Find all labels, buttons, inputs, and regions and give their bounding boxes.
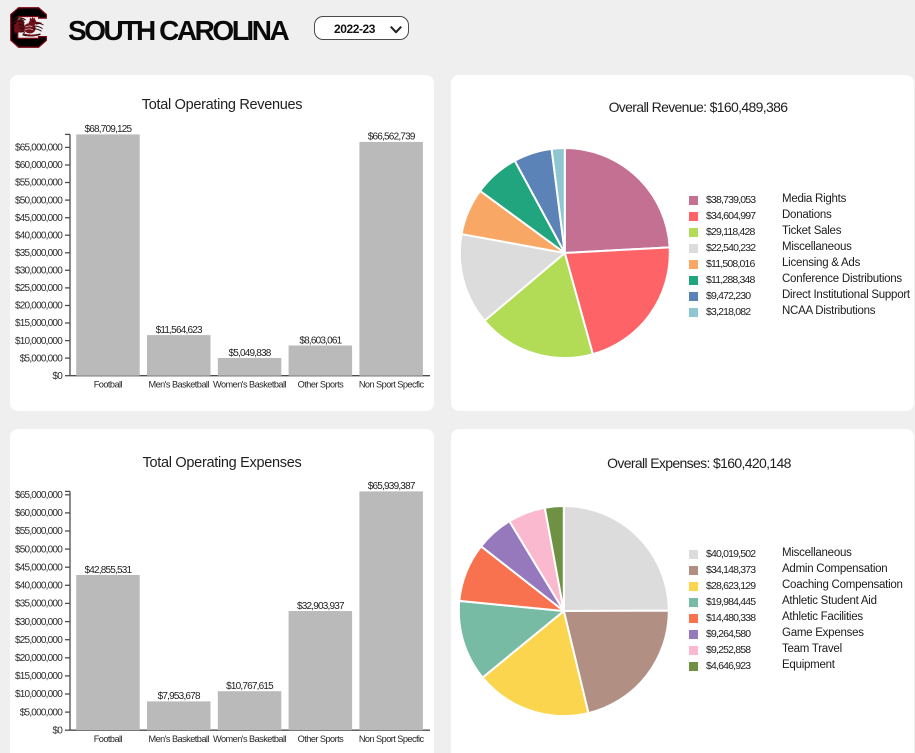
svg-text:$15,000,000: $15,000,000 xyxy=(15,671,63,682)
svg-text:$11,564,623: $11,564,623 xyxy=(156,325,203,336)
svg-text:$15,000,000: $15,000,000 xyxy=(15,318,63,329)
svg-text:$42,855,531: $42,855,531 xyxy=(84,565,132,576)
svg-text:$66,562,739: $66,562,739 xyxy=(368,132,416,143)
svg-text:$0: $0 xyxy=(52,371,63,382)
svg-text:Women's Basketball: Women's Basketball xyxy=(213,380,286,390)
svg-text:$20,000,000: $20,000,000 xyxy=(15,301,63,312)
svg-text:$25,000,000: $25,000,000 xyxy=(15,283,63,294)
svg-text:$50,000,000: $50,000,000 xyxy=(15,195,63,206)
svg-text:$30,000,000: $30,000,000 xyxy=(15,266,63,277)
svg-text:$65,939,387: $65,939,387 xyxy=(368,481,416,492)
svg-text:$60,000,000: $60,000,000 xyxy=(15,508,63,519)
svg-text:Other Sports: Other Sports xyxy=(298,380,344,390)
svg-text:Non Sport Specfic: Non Sport Specfic xyxy=(359,734,425,744)
svg-text:$40,000,000: $40,000,000 xyxy=(15,581,63,592)
svg-text:$35,000,000: $35,000,000 xyxy=(15,599,63,610)
svg-text:$8,603,061: $8,603,061 xyxy=(299,335,342,346)
svg-text:$60,000,000: $60,000,000 xyxy=(15,160,63,171)
svg-text:Men's Basketball: Men's Basketball xyxy=(149,734,210,744)
svg-text:Men's Basketball: Men's Basketball xyxy=(149,380,210,390)
svg-text:$0: $0 xyxy=(52,725,63,736)
svg-text:$55,000,000: $55,000,000 xyxy=(15,526,63,537)
svg-text:$10,000,000: $10,000,000 xyxy=(15,689,63,700)
svg-text:$25,000,000: $25,000,000 xyxy=(15,635,63,646)
svg-text:$50,000,000: $50,000,000 xyxy=(15,544,63,555)
svg-text:$68,709,125: $68,709,125 xyxy=(84,124,132,135)
svg-text:Other Sports: Other Sports xyxy=(298,734,344,744)
svg-text:$7,953,678: $7,953,678 xyxy=(158,691,201,702)
svg-text:$5,000,000: $5,000,000 xyxy=(20,353,63,364)
svg-text:$65,000,000: $65,000,000 xyxy=(15,490,63,501)
svg-text:$45,000,000: $45,000,000 xyxy=(15,213,63,224)
svg-text:$30,000,000: $30,000,000 xyxy=(15,617,63,628)
svg-text:$55,000,000: $55,000,000 xyxy=(15,178,63,189)
svg-text:$5,049,838: $5,049,838 xyxy=(228,348,271,359)
svg-text:$40,000,000: $40,000,000 xyxy=(15,230,63,241)
svg-text:Non Sport Specfic: Non Sport Specfic xyxy=(359,380,425,390)
svg-text:$5,000,000: $5,000,000 xyxy=(20,707,63,718)
svg-text:$32,903,937: $32,903,937 xyxy=(297,601,345,612)
svg-text:Football: Football xyxy=(94,734,123,744)
svg-text:$20,000,000: $20,000,000 xyxy=(15,653,63,664)
svg-text:Women's Basketball: Women's Basketball xyxy=(213,734,286,744)
svg-text:Football: Football xyxy=(94,380,123,390)
svg-text:$10,767,615: $10,767,615 xyxy=(226,681,274,692)
svg-text:$45,000,000: $45,000,000 xyxy=(15,562,63,573)
svg-text:$10,000,000: $10,000,000 xyxy=(15,336,63,347)
svg-text:$65,000,000: $65,000,000 xyxy=(15,143,63,154)
svg-text:$35,000,000: $35,000,000 xyxy=(15,248,63,259)
